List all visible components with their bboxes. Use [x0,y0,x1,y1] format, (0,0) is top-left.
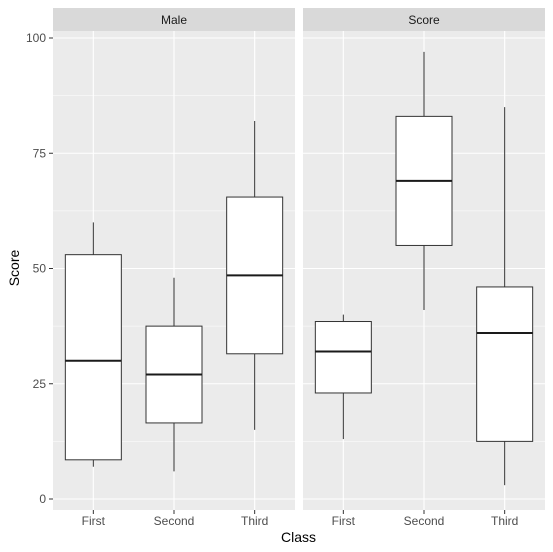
boxplot-third [226,120,284,430]
x-tick-label: Second [154,514,195,528]
y-tick-label: 25 [33,377,47,391]
facet-panel: Male First Second Third [53,8,295,528]
facet-panels: Male First Second Third Score First Second Thir… [53,8,545,528]
box-iqr [314,321,372,394]
y-tick-label: 75 [33,146,47,160]
y-tick-label: 50 [33,262,47,276]
boxplot-third [476,107,534,486]
boxplot-first [64,222,122,467]
facet-strip [303,8,545,31]
boxplot-first [314,314,372,440]
x-tick-label: First [82,514,106,528]
boxplot-second [395,51,453,310]
x-tick-label: Second [404,514,445,528]
y-axis: 0 25 50 75 100 [26,31,53,506]
y-tick-label: 100 [26,31,46,45]
box-iqr [64,254,122,461]
facet-strip-label: Male [161,13,187,27]
x-tick-label: First [332,514,356,528]
facet-strip-label: Score [408,13,440,27]
x-axis-title: Class [281,529,316,545]
y-tick-label: 0 [39,492,46,506]
x-tick-label: Third [491,514,518,528]
boxplot-second [145,277,203,472]
facet-panel: Score First Second Third [303,8,545,528]
box-iqr [476,286,534,442]
facet-strip [53,8,295,31]
y-axis-title: Score [6,250,22,287]
x-tick-label: Third [241,514,268,528]
